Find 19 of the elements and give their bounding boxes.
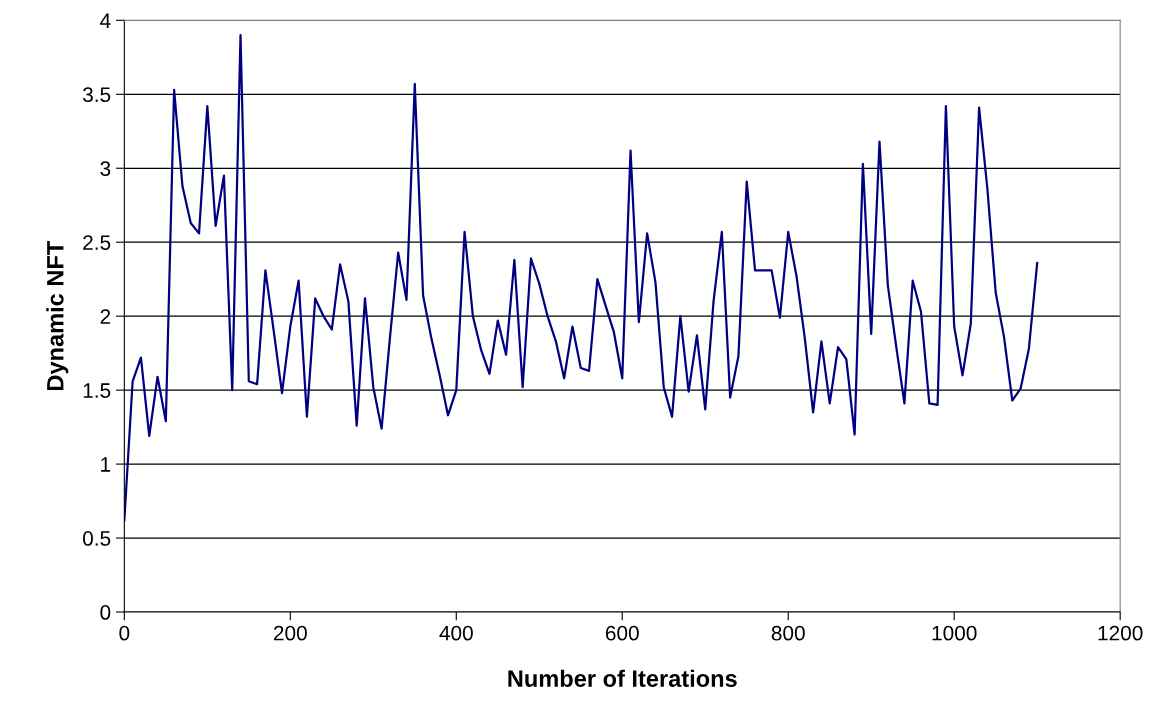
- x-tick-label: 200: [273, 625, 307, 641]
- x-axis-title: Number of Iterations: [508, 669, 737, 687]
- x-tick-label: 400: [439, 625, 473, 641]
- y-tick-label: 2: [100, 309, 111, 324]
- y-tick-label: 1: [101, 457, 111, 472]
- y-tick-label: 3.5: [82, 87, 111, 103]
- y-tick-label: 0.5: [83, 531, 111, 546]
- y-tick-label: 3: [100, 161, 111, 176]
- x-tick-label: 600: [605, 625, 639, 641]
- y-axis-title: Dynamic NFT: [46, 240, 69, 391]
- y-tick-label: 4: [100, 13, 111, 28]
- x-tick-label: 0: [119, 625, 130, 641]
- y-tick-label: 1.5: [83, 383, 111, 398]
- x-tick-label: 800: [771, 625, 805, 641]
- y-tick-label: 2.5: [83, 235, 111, 250]
- x-tick-label: 1200: [1098, 625, 1143, 641]
- x-tick-label: 1000: [932, 625, 977, 641]
- line-series: [124, 34, 1039, 522]
- y-tick-label: 0: [100, 605, 111, 620]
